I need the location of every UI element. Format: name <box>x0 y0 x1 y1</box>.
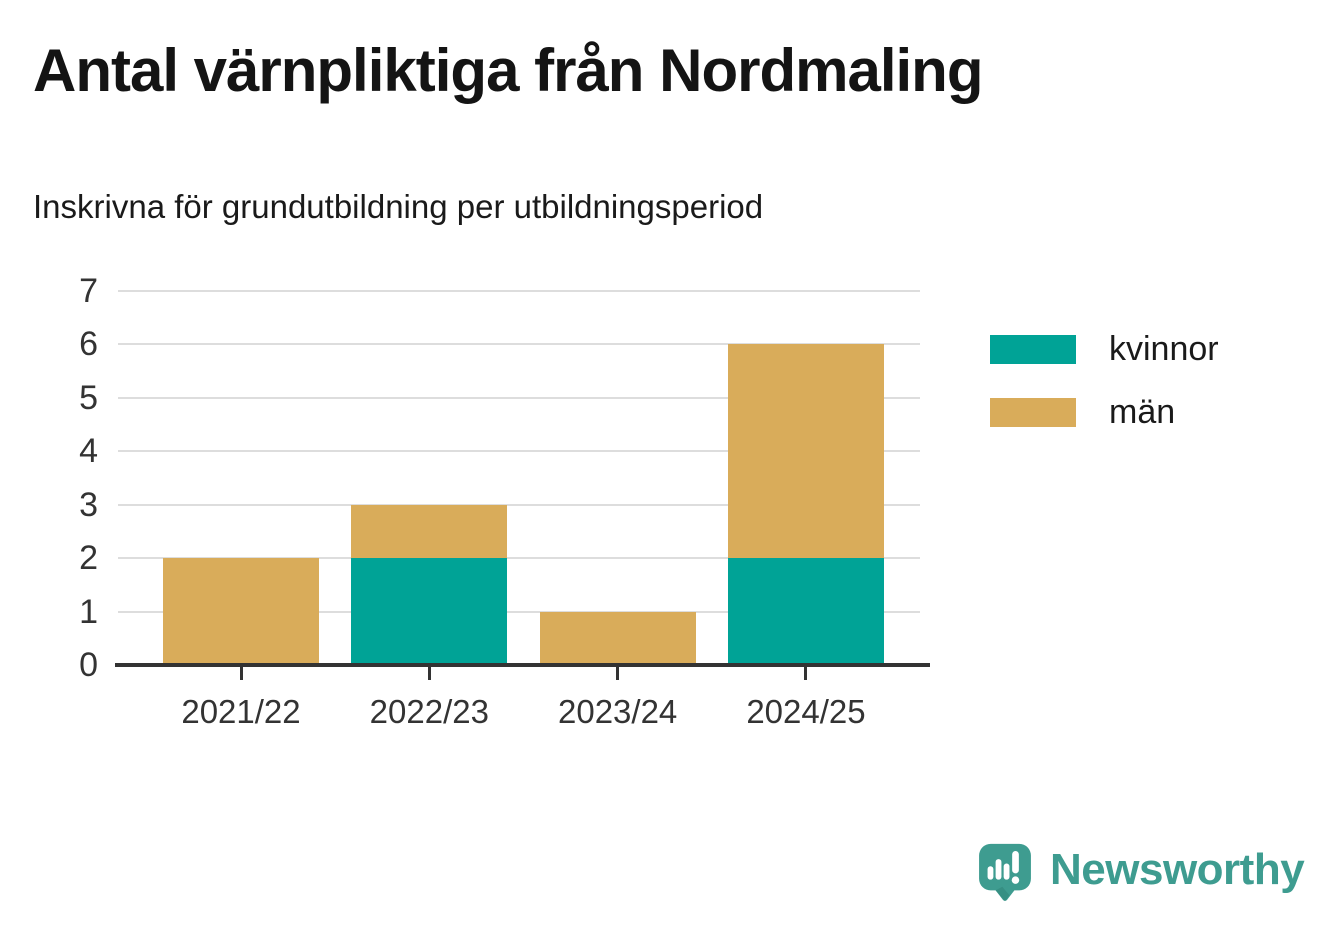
x-axis-tick-label: 2023/24 <box>558 693 678 730</box>
legend: kvinnor män <box>990 332 1219 458</box>
bar-2022-23-män <box>351 504 508 559</box>
bar-2024-25-män <box>727 344 884 559</box>
bar-2023-24-män <box>539 611 696 665</box>
legend-label: män <box>1109 393 1176 431</box>
bar-2021-22-män <box>163 558 319 665</box>
y-axis-tick-label: 2 <box>79 539 98 578</box>
legend-item-män: män <box>990 395 1219 429</box>
legend-swatch-män <box>990 397 1076 427</box>
gridline-y5 <box>118 396 920 399</box>
x-axis-line <box>115 663 930 667</box>
x-axis-tick <box>427 667 431 680</box>
gridline-y2 <box>118 557 920 560</box>
y-axis-tick-label: 7 <box>79 272 98 310</box>
brand-logo-link[interactable]: Newsworthy <box>978 843 1305 902</box>
x-axis-tick <box>804 667 808 680</box>
newsworthy-bubble-chart-icon <box>979 843 1031 902</box>
y-axis-tick-label: 3 <box>79 485 98 524</box>
legend-label: kvinnor <box>1109 330 1219 368</box>
x-axis-tick <box>239 667 243 680</box>
gridline-y7 <box>118 290 920 292</box>
gridline-y4 <box>118 450 920 453</box>
gridline-y1 <box>118 610 920 613</box>
x-axis-tick-label: 2022/23 <box>369 693 489 730</box>
chart-subtitle: Inskrivna för grundutbildning per utbild… <box>33 188 764 225</box>
y-axis-tick-label: 6 <box>79 325 98 364</box>
y-axis-tick-label: 5 <box>79 378 98 417</box>
legend-item-kvinnor: kvinnor <box>990 332 1219 366</box>
y-axis-tick-label: 0 <box>79 646 98 684</box>
x-axis-tick <box>616 667 620 680</box>
bar-2024-25-kvinnor <box>727 558 884 665</box>
y-axis-tick-label: 4 <box>79 432 98 471</box>
brand-name: Newsworthy <box>1050 845 1305 894</box>
bar-2022-23-kvinnor <box>351 558 508 665</box>
x-axis-tick-label: 2024/25 <box>746 693 866 730</box>
y-axis-tick-label: 1 <box>79 592 98 631</box>
gridline-y3 <box>118 503 920 506</box>
legend-swatch-kvinnor <box>990 334 1076 364</box>
gridline-y6 <box>118 343 920 346</box>
chart-title: Antal värnpliktiga från Nordmaling <box>33 37 983 104</box>
x-axis-tick-label: 2021/22 <box>181 693 301 730</box>
